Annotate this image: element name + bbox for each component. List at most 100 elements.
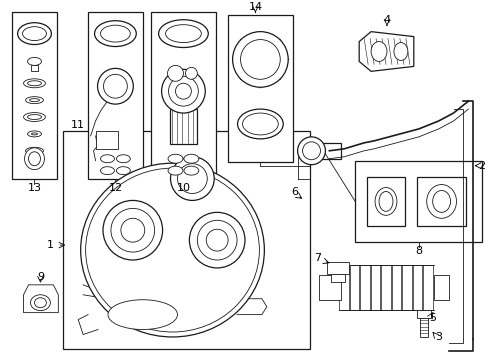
Bar xyxy=(413,265,422,310)
Ellipse shape xyxy=(168,154,183,163)
Text: 14: 14 xyxy=(248,2,263,12)
Ellipse shape xyxy=(24,79,46,88)
Ellipse shape xyxy=(184,154,199,163)
Text: 2: 2 xyxy=(478,161,485,171)
Bar xyxy=(417,310,431,318)
Bar xyxy=(402,265,412,310)
Bar xyxy=(319,275,342,300)
Ellipse shape xyxy=(100,25,130,42)
Bar xyxy=(170,109,197,144)
Text: 9: 9 xyxy=(37,272,44,282)
Ellipse shape xyxy=(117,155,130,163)
Ellipse shape xyxy=(166,25,201,42)
Circle shape xyxy=(185,67,197,79)
Bar xyxy=(434,275,448,300)
Ellipse shape xyxy=(433,190,450,212)
Circle shape xyxy=(169,76,198,106)
Bar xyxy=(371,265,380,310)
Text: 6: 6 xyxy=(291,188,298,198)
Text: 11: 11 xyxy=(71,120,85,130)
Polygon shape xyxy=(359,32,414,71)
Ellipse shape xyxy=(18,23,51,45)
Ellipse shape xyxy=(100,155,115,163)
Bar xyxy=(321,143,342,159)
Text: 10: 10 xyxy=(176,183,191,193)
Bar xyxy=(355,161,482,242)
Text: 5: 5 xyxy=(429,312,436,323)
Polygon shape xyxy=(24,285,58,312)
Text: 8: 8 xyxy=(415,246,422,256)
Ellipse shape xyxy=(243,113,278,135)
Ellipse shape xyxy=(34,298,47,308)
Circle shape xyxy=(171,157,214,201)
Ellipse shape xyxy=(375,188,397,215)
Text: 4: 4 xyxy=(384,15,391,25)
Bar xyxy=(118,250,147,275)
Ellipse shape xyxy=(95,21,136,46)
Text: 3: 3 xyxy=(435,333,442,342)
Bar xyxy=(367,177,405,226)
Text: 1: 1 xyxy=(47,240,53,250)
Ellipse shape xyxy=(371,41,387,62)
Ellipse shape xyxy=(25,97,44,104)
Ellipse shape xyxy=(86,168,259,332)
Bar xyxy=(420,318,428,337)
Ellipse shape xyxy=(23,27,47,41)
Ellipse shape xyxy=(394,42,408,60)
Ellipse shape xyxy=(28,152,41,166)
Bar xyxy=(423,265,433,310)
Ellipse shape xyxy=(379,192,393,211)
Ellipse shape xyxy=(184,166,199,175)
Ellipse shape xyxy=(27,81,42,86)
Circle shape xyxy=(241,40,280,79)
Ellipse shape xyxy=(24,113,46,121)
Bar xyxy=(327,262,349,274)
Text: 12: 12 xyxy=(108,183,122,193)
Ellipse shape xyxy=(29,149,40,152)
Bar xyxy=(123,255,143,271)
Bar xyxy=(228,15,293,162)
Circle shape xyxy=(162,69,205,113)
Bar xyxy=(417,177,466,226)
Bar xyxy=(96,131,118,149)
Ellipse shape xyxy=(27,131,42,137)
Circle shape xyxy=(177,164,207,193)
Ellipse shape xyxy=(24,148,45,170)
Circle shape xyxy=(103,201,163,260)
Circle shape xyxy=(197,220,237,260)
Circle shape xyxy=(98,68,133,104)
Ellipse shape xyxy=(27,58,42,66)
Ellipse shape xyxy=(29,99,40,102)
Text: 13: 13 xyxy=(27,183,42,193)
Circle shape xyxy=(190,212,245,268)
Bar xyxy=(63,131,310,349)
Ellipse shape xyxy=(27,114,42,120)
Bar xyxy=(150,12,216,179)
Ellipse shape xyxy=(100,167,115,175)
Circle shape xyxy=(303,142,320,160)
Circle shape xyxy=(175,83,192,99)
Bar xyxy=(30,66,39,71)
Bar xyxy=(392,265,401,310)
Ellipse shape xyxy=(427,185,457,218)
Bar xyxy=(350,265,359,310)
Bar xyxy=(381,265,391,310)
Circle shape xyxy=(206,229,228,251)
Ellipse shape xyxy=(31,133,37,135)
Bar xyxy=(12,12,57,179)
Circle shape xyxy=(121,218,145,242)
Circle shape xyxy=(233,32,288,87)
Bar xyxy=(88,12,143,179)
Ellipse shape xyxy=(30,295,50,311)
Ellipse shape xyxy=(81,163,265,337)
Ellipse shape xyxy=(108,300,177,329)
Circle shape xyxy=(297,137,325,165)
Bar xyxy=(331,274,345,282)
Circle shape xyxy=(168,66,183,81)
Ellipse shape xyxy=(117,167,130,175)
Circle shape xyxy=(111,208,155,252)
Bar xyxy=(204,258,230,280)
Ellipse shape xyxy=(168,166,183,175)
Circle shape xyxy=(103,74,127,98)
Bar xyxy=(340,265,349,310)
